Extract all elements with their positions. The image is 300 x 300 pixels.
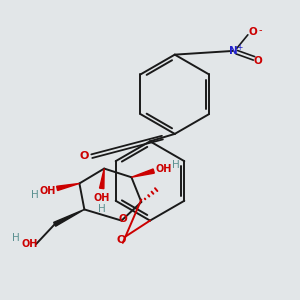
Text: H: H [12, 233, 20, 243]
Text: OH: OH [155, 164, 172, 174]
Polygon shape [100, 169, 104, 189]
Text: OH: OH [39, 186, 56, 196]
Text: +: + [236, 43, 242, 52]
Text: H: H [98, 204, 106, 214]
Text: H: H [31, 190, 39, 200]
Polygon shape [57, 183, 80, 190]
Text: N: N [229, 46, 237, 56]
Text: O: O [80, 151, 89, 161]
Polygon shape [131, 169, 154, 177]
Text: H: H [172, 160, 180, 170]
Text: O: O [117, 236, 126, 245]
Text: O: O [118, 214, 127, 224]
Text: O: O [254, 56, 262, 66]
Text: OH: OH [94, 193, 110, 203]
Text: -: - [259, 25, 262, 35]
Polygon shape [54, 209, 84, 226]
Text: OH: OH [22, 239, 38, 249]
Text: O: O [248, 27, 257, 37]
